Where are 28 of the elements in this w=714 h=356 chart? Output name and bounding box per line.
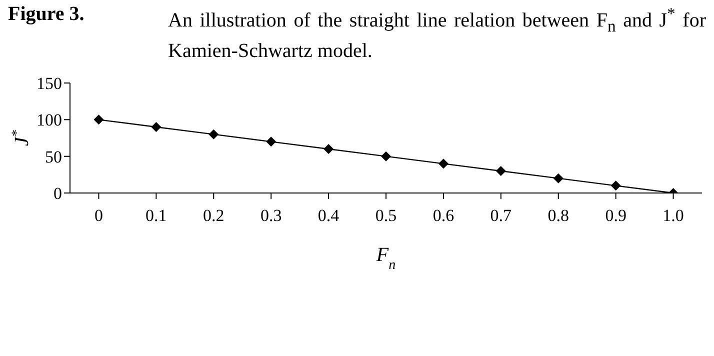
- point: [151, 122, 162, 132]
- x-tick-label: 0.1: [146, 206, 167, 225]
- y-tick-label: 50: [45, 147, 62, 166]
- x-tick-label: 0.8: [548, 206, 569, 225]
- x-tick-label: 0.2: [203, 206, 224, 225]
- point: [438, 158, 448, 168]
- x-tick-label: 0.7: [490, 206, 512, 225]
- x-tick-label: 0.3: [260, 206, 282, 225]
- point: [94, 114, 104, 124]
- point: [324, 144, 334, 154]
- point: [610, 180, 621, 190]
- point: [553, 172, 564, 183]
- x-axis-title: F$_{n}$: [375, 244, 396, 272]
- point: [381, 150, 391, 161]
- x-tick-label: 0.4: [318, 206, 340, 225]
- y-tick-label: 0: [54, 184, 62, 203]
- y-tick-label: 150: [36, 74, 62, 93]
- chart-title: Figure 3.: [8, 2, 86, 27]
- point: [266, 136, 276, 146]
- text: An illustration of the straight line relation between F$_{n}$ and J$^{*}$ for Kamien-Schwartz model.: [168, 4, 706, 62]
- x-tick-label: 0.9: [605, 206, 626, 225]
- x-tick-label: 1.0: [662, 206, 684, 225]
- x-tick-label: 0.5: [375, 206, 397, 225]
- y-tick-label: 100: [36, 110, 62, 130]
- x-tick-label: 0.6: [432, 206, 454, 225]
- point: [208, 128, 219, 139]
- point: [496, 166, 506, 176]
- x-tick-label: 0: [94, 206, 103, 225]
